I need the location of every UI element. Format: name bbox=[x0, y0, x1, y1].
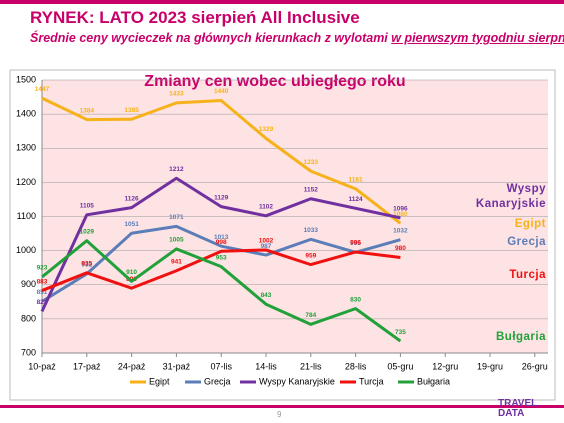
data-label: 941 bbox=[171, 258, 182, 265]
data-label: 1129 bbox=[214, 194, 228, 201]
y-tick-label: 1300 bbox=[16, 143, 36, 153]
data-label: 1384 bbox=[80, 107, 95, 114]
data-label: 1032 bbox=[393, 227, 408, 234]
series-line bbox=[41, 239, 402, 343]
data-label: 1212 bbox=[169, 166, 184, 173]
x-tick-label: 19-gru bbox=[477, 361, 503, 371]
x-tick-label: 05-gru bbox=[387, 361, 413, 371]
data-label: 1126 bbox=[125, 195, 139, 202]
series-label: Grecja bbox=[507, 236, 546, 248]
x-tick-label: 28-lis bbox=[345, 361, 367, 371]
legend-label: Grecja bbox=[204, 376, 231, 386]
page-number: 9 bbox=[277, 410, 282, 419]
data-label: 1152 bbox=[304, 186, 318, 193]
x-tick-label: 14-lis bbox=[255, 361, 277, 371]
data-label: 822 bbox=[37, 299, 48, 306]
data-label: 843 bbox=[261, 292, 272, 299]
data-label: 1181 bbox=[349, 177, 363, 184]
data-label: 784 bbox=[305, 312, 316, 319]
legend-label: Wyspy Kanaryjskie bbox=[259, 376, 335, 386]
y-tick-label: 1000 bbox=[16, 245, 36, 255]
y-tick-label: 900 bbox=[21, 279, 36, 289]
data-label: 1029 bbox=[80, 228, 95, 235]
data-label: 883 bbox=[37, 278, 48, 285]
x-tick-label: 31-paź bbox=[163, 361, 191, 371]
x-tick-label: 21-lis bbox=[300, 361, 322, 371]
data-label: 987 bbox=[261, 243, 272, 250]
x-tick-label: 12-gru bbox=[432, 361, 458, 371]
x-tick-label: 26-gru bbox=[522, 361, 548, 371]
y-tick-label: 800 bbox=[21, 313, 36, 323]
data-label: 735 bbox=[395, 329, 406, 336]
series-line bbox=[41, 224, 401, 303]
title: RYNEK: LATO 2023 sierpień All Inclusive bbox=[30, 8, 360, 27]
subtitle: Średnie ceny wycieczek na głównych kieru… bbox=[30, 31, 564, 45]
data-label: 959 bbox=[305, 252, 316, 259]
data-label: 953 bbox=[216, 254, 227, 261]
data-label: 851 bbox=[37, 289, 48, 296]
data-label: 935 bbox=[81, 261, 92, 268]
logo-line: TRAVEL bbox=[498, 398, 538, 409]
y-tick-label: 1400 bbox=[16, 109, 36, 119]
x-tick-label: 07-lis bbox=[210, 361, 232, 371]
top-bar bbox=[0, 0, 564, 4]
data-label: 1433 bbox=[169, 91, 184, 98]
data-label: 998 bbox=[216, 239, 227, 246]
series-label: Turcja bbox=[509, 269, 546, 281]
data-label: 1447 bbox=[35, 86, 50, 93]
series-line bbox=[41, 96, 402, 225]
data-label: 1013 bbox=[214, 234, 229, 241]
legend-label: Bułgaria bbox=[417, 376, 450, 386]
series-line bbox=[41, 248, 401, 292]
data-label: 1105 bbox=[80, 203, 94, 210]
series-label: Bułgaria bbox=[495, 331, 546, 343]
data-label: 923 bbox=[37, 265, 48, 272]
data-label: 1096 bbox=[393, 206, 408, 213]
x-tick-label: 17-paź bbox=[73, 361, 101, 371]
data-label: 1233 bbox=[304, 159, 319, 166]
chart-title: Zmiany cen wobec ubiegłego roku bbox=[144, 73, 405, 90]
bottom-bar bbox=[0, 405, 564, 408]
data-label: 1124 bbox=[349, 196, 363, 203]
y-tick-label: 1200 bbox=[16, 177, 36, 187]
data-label: 996 bbox=[350, 240, 361, 247]
data-label: 1329 bbox=[259, 126, 274, 133]
data-label: 1102 bbox=[259, 204, 273, 211]
subtitle-underlined: w pierwszym tygodniu sierpnia bbox=[391, 31, 564, 45]
subtitle-text: Średnie ceny wycieczek na głównych kieru… bbox=[30, 31, 392, 45]
data-label: 1385 bbox=[124, 107, 139, 114]
logo: TRAVEL DATA bbox=[498, 399, 537, 419]
y-tick-label: 1500 bbox=[16, 74, 36, 84]
data-label: 980 bbox=[395, 245, 406, 252]
data-label: 1080 bbox=[393, 211, 408, 218]
y-tick-label: 700 bbox=[21, 347, 36, 357]
series-label: Wyspy Kanaryjskie bbox=[475, 183, 546, 210]
logo-line: DATA bbox=[498, 408, 525, 419]
x-tick-label: 24-paź bbox=[118, 361, 146, 371]
series-line bbox=[40, 176, 401, 312]
y-tick-label: 1100 bbox=[17, 211, 36, 221]
data-label: 1071 bbox=[169, 214, 184, 221]
data-label: 1005 bbox=[169, 237, 184, 244]
data-label: 1033 bbox=[304, 227, 319, 234]
series-label: Egipt bbox=[514, 218, 546, 230]
data-label: 1051 bbox=[124, 221, 139, 228]
data-label: 995 bbox=[350, 240, 361, 247]
data-label: 932 bbox=[81, 262, 92, 269]
data-label: 910 bbox=[126, 269, 137, 276]
data-label: 830 bbox=[350, 296, 361, 303]
data-label: 1002 bbox=[259, 238, 274, 245]
legend-label: Egipt bbox=[149, 376, 170, 386]
legend-label: Turcja bbox=[359, 376, 384, 386]
data-label: 1440 bbox=[214, 88, 229, 95]
x-tick-label: 10-paź bbox=[28, 361, 56, 371]
